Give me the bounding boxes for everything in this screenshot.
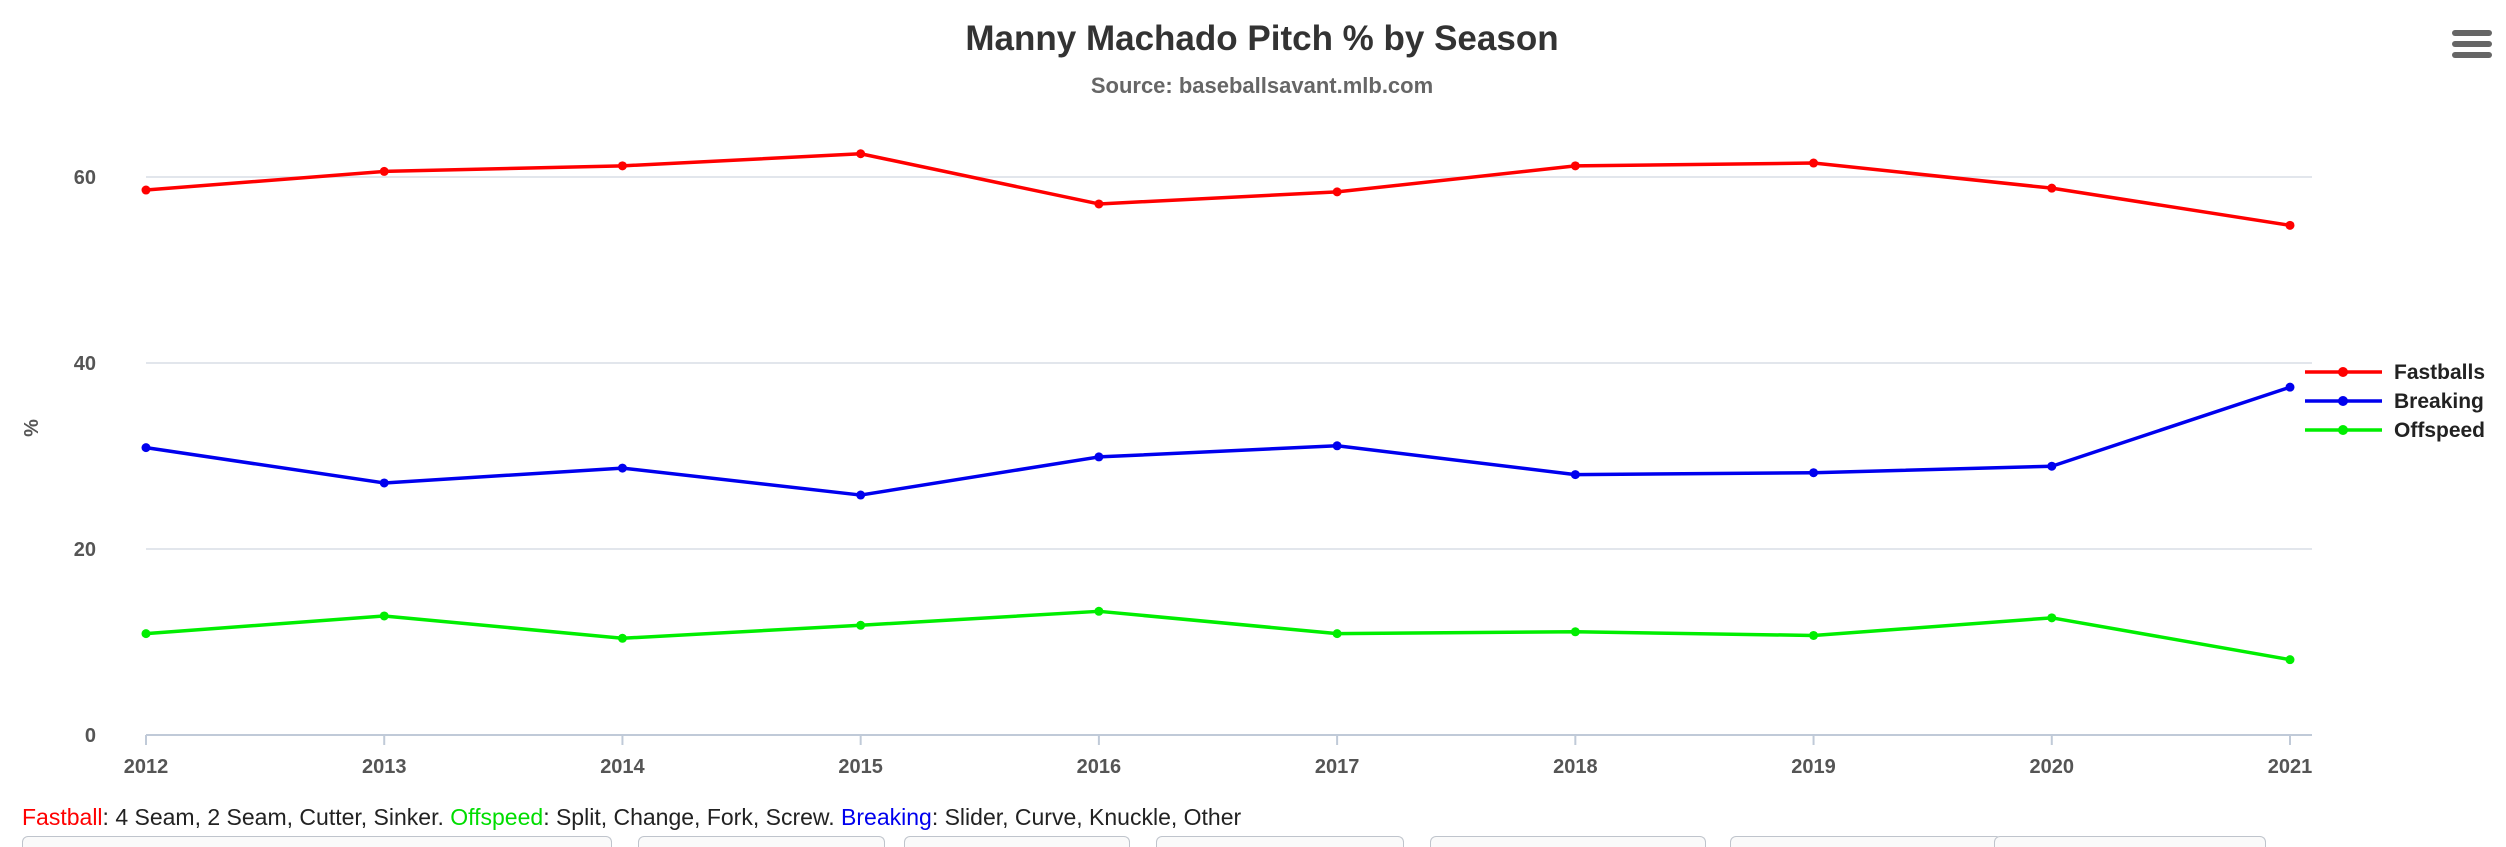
x-tick-label: 2015 <box>838 756 883 778</box>
pitch-type-legend-note: Fastball: 4 Seam, 2 Seam, Cutter, Sinker… <box>22 804 1241 831</box>
data-point[interactable] <box>1809 630 1819 640</box>
x-tick-label: 2019 <box>1791 756 1836 778</box>
legend-item-fastballs[interactable]: Fastballs <box>2305 361 2485 384</box>
chart-menu-button[interactable] <box>2452 30 2492 66</box>
grid-layer <box>146 176 2312 550</box>
data-point[interactable] <box>1570 470 1580 480</box>
data-point[interactable] <box>2285 382 2295 392</box>
series-layer <box>141 149 2295 665</box>
legend-label: Offspeed <box>2394 419 2485 442</box>
y-tick-label: 20 <box>74 539 96 561</box>
breaking-label: Breaking <box>841 804 932 830</box>
series-breaking <box>141 382 2295 500</box>
offspeed-label: Offspeed <box>450 804 544 830</box>
offspeed-description: : Split, Change, Fork, Screw. <box>543 804 835 830</box>
x-tick-label: 2014 <box>600 756 645 778</box>
data-point[interactable] <box>1094 606 1104 616</box>
data-point[interactable] <box>2285 220 2295 230</box>
data-point[interactable] <box>1570 627 1580 637</box>
data-point[interactable] <box>1094 199 1104 209</box>
x-tick-label: 2021 <box>2268 756 2313 778</box>
x-tick-label: 2013 <box>362 756 407 778</box>
data-point[interactable] <box>379 611 389 621</box>
data-point[interactable] <box>1809 158 1819 168</box>
x-tick-label: 2012 <box>124 756 169 778</box>
chart-container: Manny Machado Pitch % by Season Source: … <box>21 19 2485 778</box>
legend-label: Fastballs <box>2394 361 2485 384</box>
data-point[interactable] <box>379 478 389 488</box>
line-chart: Manny Machado Pitch % by Season Source: … <box>21 19 2485 778</box>
data-point[interactable] <box>617 463 627 473</box>
data-point[interactable] <box>1332 441 1342 451</box>
breaking-description: : Slider, Curve, Knuckle, Other <box>931 804 1242 830</box>
data-point[interactable] <box>856 620 866 630</box>
legend-swatch-marker <box>2338 367 2348 377</box>
hamburger-menu-icon-bar <box>2452 41 2492 47</box>
hamburger-menu-icon-bar <box>2452 52 2492 58</box>
data-point[interactable] <box>2047 183 2057 193</box>
data-point[interactable] <box>1094 452 1104 462</box>
data-point[interactable] <box>617 161 627 171</box>
chart-subtitle: Source: baseballsavant.mlb.com <box>1091 73 1433 98</box>
data-point[interactable] <box>141 185 151 195</box>
legend-item-breaking[interactable]: Breaking <box>2305 390 2484 413</box>
data-point[interactable] <box>2285 655 2295 665</box>
legend: Fastballs Breaking Offspeed <box>2305 361 2485 442</box>
data-point[interactable] <box>1332 187 1342 197</box>
series-line <box>145 385 2291 497</box>
data-point[interactable] <box>1332 629 1342 639</box>
data-point[interactable] <box>379 166 389 176</box>
x-tick-label: 2020 <box>2030 756 2075 778</box>
hamburger-menu-icon <box>2452 30 2492 36</box>
data-point[interactable] <box>141 629 151 639</box>
y-axis-ticks: 0 20 40 60 <box>74 167 96 747</box>
x-axis-ticks: 2012 2013 2014 2015 2016 2017 2018 2019 2020 2021 <box>124 735 2313 778</box>
bottom-controls-strip <box>0 836 2506 847</box>
series-offspeed <box>141 606 2295 665</box>
series-fastballs <box>141 149 2295 230</box>
data-point[interactable] <box>2047 461 2057 471</box>
data-point[interactable] <box>1809 468 1819 478</box>
data-point[interactable] <box>141 443 151 453</box>
y-tick-label: 40 <box>74 353 96 375</box>
x-tick-label: 2018 <box>1553 756 1598 778</box>
fastball-description: : 4 Seam, 2 Seam, Cutter, Sinker. <box>102 804 444 830</box>
data-point[interactable] <box>856 490 866 500</box>
fastball-label: Fastball <box>22 804 103 830</box>
legend-swatch-marker <box>2338 425 2348 435</box>
data-point[interactable] <box>2047 613 2057 623</box>
chart-title: Manny Machado Pitch % by Season <box>965 19 1558 58</box>
y-axis-label: % <box>21 419 43 437</box>
x-tick-label: 2016 <box>1077 756 1122 778</box>
legend-swatch-marker <box>2338 396 2348 406</box>
series-line <box>145 152 2291 228</box>
y-tick-label: 60 <box>74 167 96 189</box>
y-tick-label: 0 <box>85 725 96 747</box>
legend-label: Breaking <box>2394 390 2484 413</box>
data-point[interactable] <box>1570 161 1580 171</box>
legend-item-offspeed[interactable]: Offspeed <box>2305 419 2485 442</box>
x-tick-label: 2017 <box>1315 756 1360 778</box>
data-point[interactable] <box>617 633 627 643</box>
series-line <box>145 609 2291 662</box>
data-point[interactable] <box>856 149 866 159</box>
